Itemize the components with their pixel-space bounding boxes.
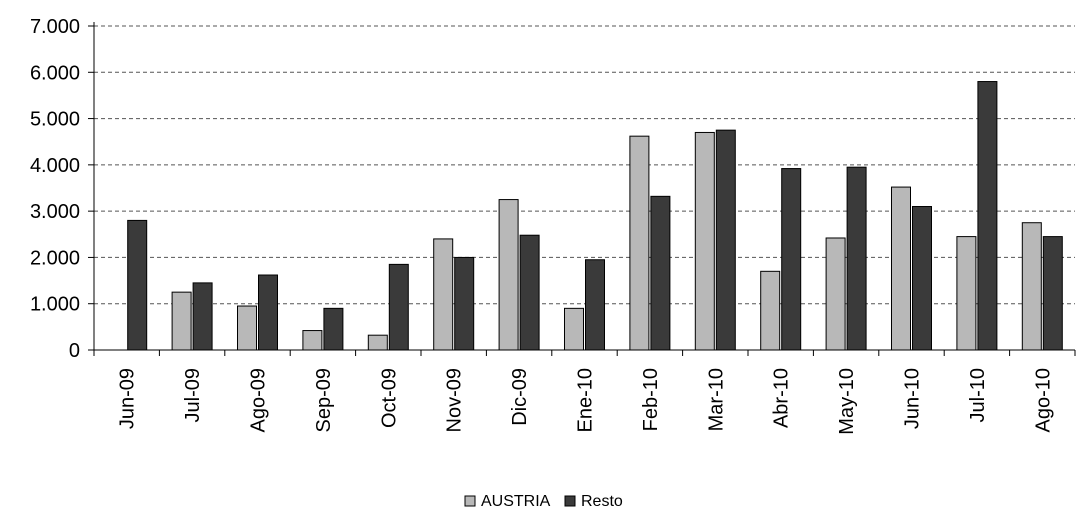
bar-austria (891, 186, 911, 351)
bar-austria (302, 330, 323, 351)
x-tick-label: Jun-10 (902, 368, 924, 429)
bar-resto (650, 195, 671, 351)
bar-resto (585, 259, 605, 351)
x-tick-label: May-10 (836, 368, 858, 435)
x-tick-label: Mar-10 (705, 368, 727, 431)
x-tick-label: Feb-10 (640, 368, 662, 431)
bar-resto (846, 166, 867, 351)
y-tick-label: 2.000 (30, 247, 80, 269)
y-axis: 0 1.000 2.000 3.000 4.000 5.000 6.000 7.000 (30, 16, 95, 362)
bar-austria (498, 199, 519, 351)
bar-resto (127, 219, 148, 351)
bar-austria (694, 131, 715, 351)
bar-resto (519, 234, 540, 351)
bar-austria (760, 270, 781, 351)
gridlines (94, 25, 1075, 305)
y-tick-label: 6.000 (30, 62, 80, 84)
bar-austria (629, 135, 650, 351)
bar-austria (237, 305, 257, 351)
legend-swatch-austria (464, 495, 476, 507)
x-tick-label: Nov-09 (444, 368, 466, 432)
legend-label-resto: Resto (581, 493, 623, 510)
legend-label-austria: AUSTRIA (481, 493, 551, 510)
bar-austria (171, 291, 192, 351)
x-tick-label: Dic-09 (509, 368, 531, 426)
y-tick-label: 7.000 (30, 16, 80, 38)
x-axis: Jun-09 Jul-09 Ago-09 Sep-09 Oct-09 Nov-09 Dic-… (93, 349, 1076, 435)
bar-resto (192, 282, 213, 351)
bar-austria (433, 238, 454, 351)
bar-resto (977, 81, 998, 351)
y-tick-label: 3.000 (30, 201, 80, 223)
x-tick-label: Ago-09 (248, 368, 270, 433)
y-tick-label: 4.000 (30, 155, 80, 177)
bar-austria (367, 334, 388, 351)
legend: AUSTRIA Resto (464, 493, 623, 510)
x-tick-label: Oct-09 (378, 368, 400, 428)
legend-swatch-resto (564, 495, 576, 507)
bar-resto (1042, 236, 1063, 351)
bar-resto (258, 274, 278, 351)
bar-austria (956, 236, 977, 351)
x-tick-label: Ago-10 (1032, 368, 1054, 433)
x-tick-label: Jun-09 (117, 368, 139, 429)
bar-austria (1021, 222, 1042, 351)
x-tick-label: Jul-10 (967, 368, 989, 422)
bar-resto (388, 263, 409, 351)
bar-resto (781, 168, 802, 351)
bars (127, 81, 1063, 351)
y-tick-label: 1.000 (30, 294, 80, 316)
y-tick-label: 5.000 (30, 109, 80, 131)
bar-resto (912, 206, 932, 351)
bar-resto (323, 307, 344, 351)
bar-resto (715, 129, 736, 351)
x-tick-label: Ene-10 (575, 368, 597, 433)
x-tick-label: Sep-09 (313, 368, 335, 433)
x-tick-label: Jul-09 (182, 368, 204, 422)
bar-austria (564, 307, 584, 351)
x-tick-label: Abr-10 (771, 368, 793, 428)
y-tick-label: 0 (69, 340, 80, 362)
bar-austria (825, 237, 846, 351)
bar-resto (454, 256, 475, 351)
